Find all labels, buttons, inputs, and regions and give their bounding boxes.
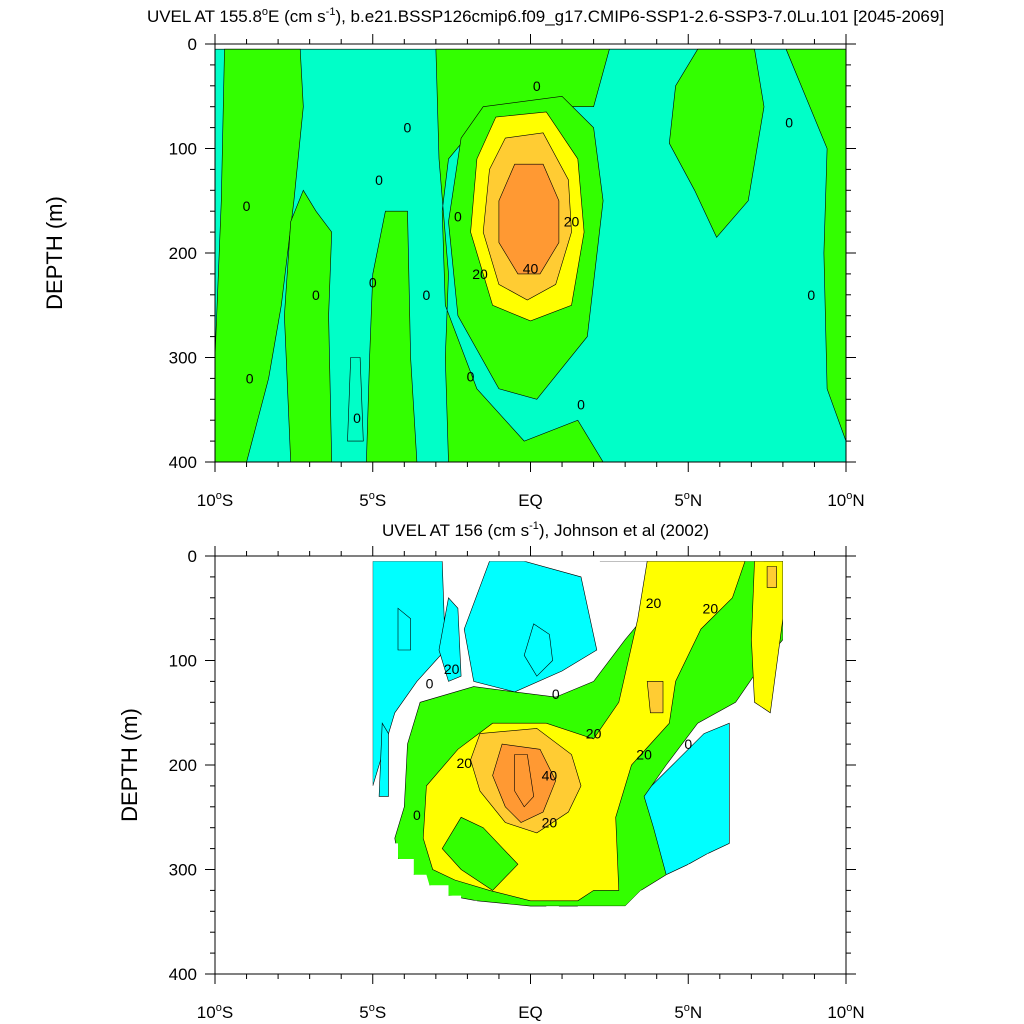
chart-title: UVEL AT 156 (cm s-1), Johnson et al (200… [382,520,709,540]
contour-label-8: 0 [684,736,692,752]
contour-label-9: 0 [353,410,361,426]
contour-region-11 [751,561,783,714]
y-tick-label-4: 400 [169,453,197,472]
contour-label-0: 20 [646,595,662,611]
contour-region-4 [435,48,846,462]
contour-label-8: 0 [246,370,254,386]
contour-region-2 [284,189,333,462]
contour-region-10 [498,163,560,275]
contour-label-3: 0 [404,120,412,136]
contour-region-1 [463,561,598,693]
contour-region-12 [441,816,519,891]
contour-region-5 [378,722,389,797]
y-tick-label-0: 0 [188,35,197,54]
contour-label-11: 0 [577,397,585,413]
contour-label-1: 20 [703,600,719,616]
contour-label-11: 0 [413,807,421,823]
x-tick-label-3: 5oN [674,490,702,510]
contour-region-16 [646,681,664,714]
y-axis-label: DEPTH (m) [117,708,142,822]
y-tick-label-2: 200 [169,244,197,263]
contour-region-0 [372,561,446,786]
contour-label-10: 20 [542,814,558,830]
contour-label-4: 0 [454,208,462,224]
contour-region-5 [347,357,364,442]
x-tick-label-1: 5oS [359,490,386,510]
y-tick-label-3: 300 [169,861,197,880]
contour-label-9: 40 [542,767,558,783]
contour-label-4: 0 [552,686,560,702]
contour-label-5: 20 [586,726,602,742]
x-tick-label-4: 10oN [827,1002,864,1022]
contour-label-16: 40 [523,261,539,277]
x-tick-label-1: 5oS [359,1002,386,1022]
contour-label-2: 20 [444,661,460,677]
x-tick-label-4: 10oN [827,490,864,510]
y-axis-label: DEPTH (m) [42,196,67,310]
chart-title: UVEL AT 155.8oE (cm s-1), b.e21.BSSP126c… [147,6,944,26]
y-tick-label-4: 400 [169,965,197,984]
contour-label-10: 0 [467,368,475,384]
contour-label-13: 0 [807,287,815,303]
contour-region-6 [397,607,411,651]
contour-region-3 [366,210,418,462]
contour-label-2: 0 [375,172,383,188]
contour-label-1: 0 [243,198,251,214]
y-tick-label-3: 300 [169,349,197,368]
contour-label-14: 20 [564,214,580,230]
contour-region-4 [523,623,553,677]
y-tick-label-1: 100 [169,652,197,671]
x-tick-label-0: 10oS [197,1002,233,1022]
contour-label-12: 0 [785,114,793,130]
contour-field [215,48,846,462]
contour-region-17 [766,566,777,588]
x-tick-label-2: EQ [518,491,543,510]
contour-field [372,561,783,907]
contour-label-0: 0 [533,78,541,94]
contour-label-3: 0 [426,675,434,691]
contour-region-1 [215,48,304,462]
contour-label-15: 20 [472,266,488,282]
contour-label-6: 20 [456,755,472,771]
x-tick-label-3: 5oN [674,1002,702,1022]
contour-region-3 [438,597,462,682]
x-tick-label-2: EQ [518,1003,543,1022]
contour-label-7: 20 [636,747,652,763]
contour-label-7: 0 [422,287,430,303]
x-tick-label-0: 10oS [197,490,233,510]
contour-region-7 [668,48,765,238]
y-tick-label-2: 200 [169,756,197,775]
y-tick-label-0: 0 [188,547,197,566]
contour-region-15 [514,754,535,808]
contour-label-6: 0 [369,274,377,290]
contour-label-5: 0 [312,287,320,303]
y-tick-label-1: 100 [169,140,197,159]
